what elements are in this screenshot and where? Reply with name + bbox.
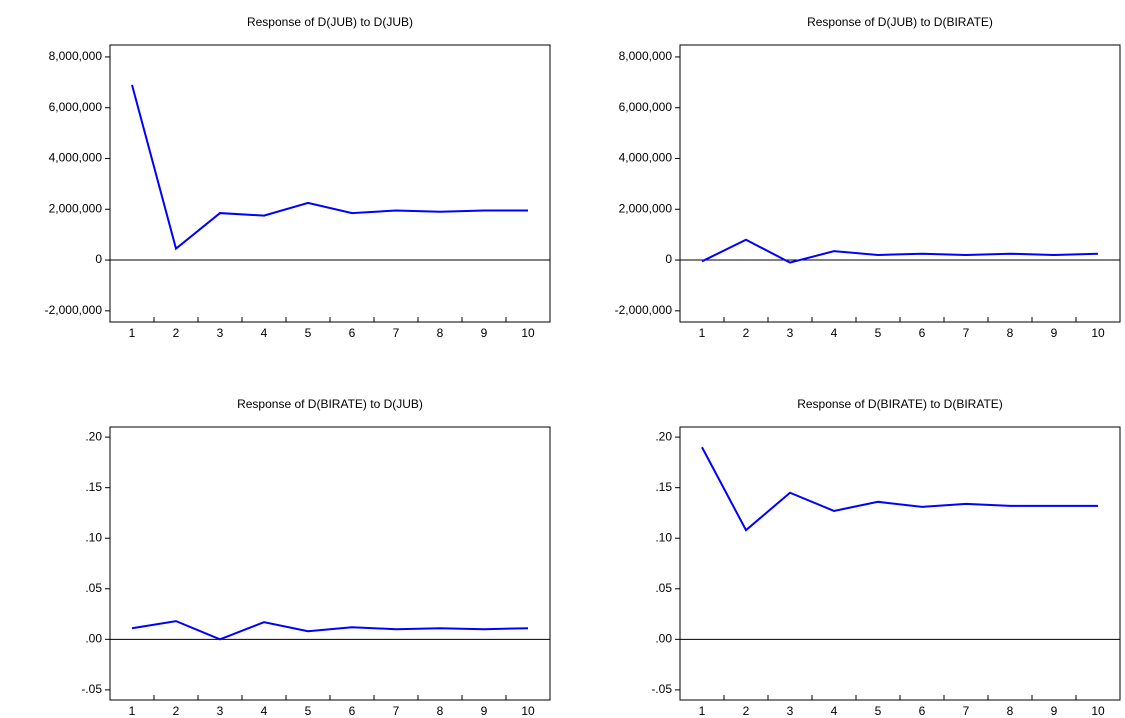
x-tick-label: 5 <box>875 704 882 718</box>
y-tick-label: .20 <box>85 429 102 443</box>
chart-title: Response of D(BIRATE) to D(BIRATE) <box>797 397 1003 411</box>
x-tick-label: 3 <box>217 326 224 340</box>
line-series <box>131 620 529 641</box>
x-tick-label: 5 <box>305 326 312 340</box>
x-tick-label: 4 <box>261 326 268 340</box>
x-tick-label: 5 <box>875 326 882 340</box>
x-tick-label: 2 <box>743 704 750 718</box>
y-tick-label: 8,000,000 <box>619 49 673 63</box>
y-tick-label: 8,000,000 <box>49 49 103 63</box>
y-tick-label: 0 <box>95 252 102 266</box>
x-tick-label: 7 <box>393 704 400 718</box>
x-tick-label: 10 <box>1091 326 1105 340</box>
x-tick-label: 5 <box>305 704 312 718</box>
x-tick-label: 6 <box>919 326 926 340</box>
y-tick-label: 2,000,000 <box>619 201 673 215</box>
y-tick-label: .05 <box>85 581 102 595</box>
line-series <box>701 238 1099 264</box>
y-tick-label: 4,000,000 <box>619 151 673 165</box>
plot-frame <box>109 44 551 323</box>
x-tick-label: 1 <box>699 704 706 718</box>
x-tick-label: 6 <box>919 704 926 718</box>
chart-title: Response of D(JUB) to D(JUB) <box>247 15 413 29</box>
x-tick-label: 7 <box>963 704 970 718</box>
x-tick-label: 9 <box>1051 326 1058 340</box>
line-series <box>701 446 1098 532</box>
x-tick-label: 9 <box>1051 704 1058 718</box>
x-tick-label: 7 <box>393 326 400 340</box>
x-tick-label: 8 <box>1007 704 1014 718</box>
y-tick-label: .00 <box>655 632 672 646</box>
y-tick-label: 6,000,000 <box>619 100 673 114</box>
y-tick-label: 0 <box>665 252 672 266</box>
x-tick-label: 1 <box>699 326 706 340</box>
x-tick-label: 2 <box>743 326 750 340</box>
x-tick-label: 1 <box>129 704 136 718</box>
x-tick-label: 8 <box>1007 326 1014 340</box>
x-tick-label: 4 <box>831 326 838 340</box>
line-series <box>131 84 528 251</box>
y-tick-label: .15 <box>655 480 672 494</box>
plot-frame <box>679 426 1121 701</box>
x-tick-label: 1 <box>129 326 136 340</box>
x-tick-label: 3 <box>787 704 794 718</box>
y-tick-label: .15 <box>85 480 102 494</box>
x-tick-label: 9 <box>481 326 488 340</box>
x-tick-label: 10 <box>521 704 535 718</box>
y-tick-label: .00 <box>85 632 102 646</box>
y-tick-label: -.05 <box>81 682 102 696</box>
x-tick-label: 2 <box>173 326 180 340</box>
x-tick-label: 9 <box>481 704 488 718</box>
x-tick-label: 6 <box>349 704 356 718</box>
x-tick-label: 2 <box>173 704 180 718</box>
x-tick-label: 3 <box>787 326 794 340</box>
y-tick-label: -2,000,000 <box>45 303 103 317</box>
x-tick-label: 10 <box>1091 704 1105 718</box>
x-tick-label: 7 <box>963 326 970 340</box>
plot-frame <box>679 44 1121 323</box>
x-tick-label: 10 <box>521 326 535 340</box>
x-tick-label: 6 <box>349 326 356 340</box>
y-tick-label: .20 <box>655 429 672 443</box>
plot-frame <box>109 426 551 701</box>
y-tick-label: -.05 <box>651 682 672 696</box>
chart-title: Response of D(BIRATE) to D(JUB) <box>237 397 423 411</box>
y-tick-label: 4,000,000 <box>49 151 103 165</box>
y-tick-label: .10 <box>85 530 102 544</box>
chart-title: Response of D(JUB) to D(BIRATE) <box>807 15 993 29</box>
x-tick-label: 4 <box>261 704 268 718</box>
y-tick-label: 2,000,000 <box>49 201 103 215</box>
y-tick-label: 6,000,000 <box>49 100 103 114</box>
y-tick-label: .10 <box>655 530 672 544</box>
y-tick-label: .05 <box>655 581 672 595</box>
x-tick-label: 8 <box>437 326 444 340</box>
y-tick-label: -2,000,000 <box>615 303 673 317</box>
x-tick-label: 4 <box>831 704 838 718</box>
x-tick-label: 3 <box>217 704 224 718</box>
x-tick-label: 8 <box>437 704 444 718</box>
